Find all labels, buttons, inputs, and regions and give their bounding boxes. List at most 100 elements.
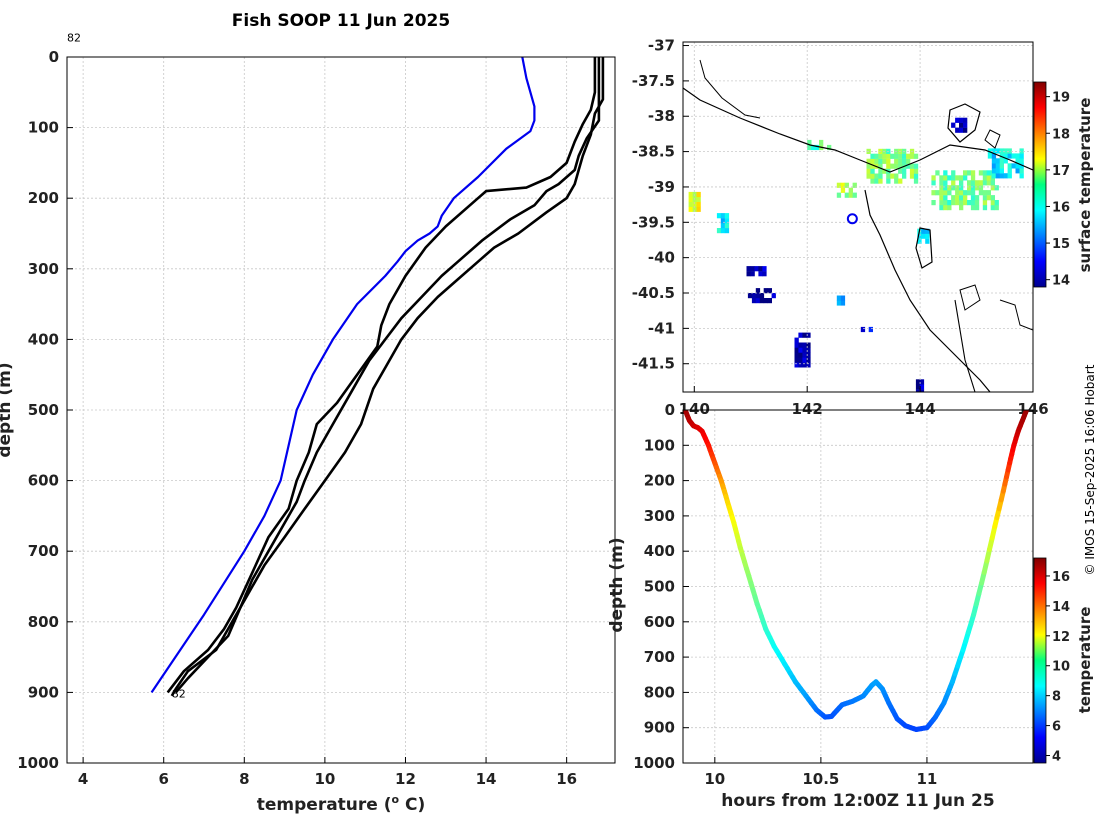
sst-pixel bbox=[999, 173, 1004, 179]
sst-pixel bbox=[913, 168, 919, 174]
sst-pixel bbox=[806, 352, 811, 358]
profile-x-tick-label: 12 bbox=[395, 770, 416, 788]
sst-pixel bbox=[991, 173, 997, 179]
transect-y-tick-label: 400 bbox=[644, 542, 675, 560]
profile-series-group bbox=[150, 57, 605, 697]
profile-annotation: 82 bbox=[172, 687, 186, 700]
transect-y-tick-label: 200 bbox=[644, 472, 675, 490]
sst-pixel bbox=[967, 170, 972, 176]
map-colorbar-ticks: 14 15 16 17 18 19 bbox=[1046, 91, 1070, 289]
sst-pixel bbox=[1019, 173, 1024, 179]
transect-x-axis-label: hours from 12:00Z 11 Jun 25 bbox=[721, 791, 994, 811]
sst-pixel bbox=[870, 178, 875, 184]
sst-pixel bbox=[898, 168, 903, 174]
sst-pixel bbox=[959, 195, 964, 201]
sst-pixel bbox=[716, 213, 722, 219]
sst-pixel bbox=[890, 163, 895, 169]
sst-pixel bbox=[913, 178, 919, 184]
sst-pixel bbox=[886, 158, 891, 164]
sst-pixel bbox=[1003, 148, 1008, 154]
sst-pixel bbox=[806, 347, 811, 353]
transect-colorbar-tick-label: 6 bbox=[1052, 720, 1061, 735]
profile-y-axis-label: depth (m) bbox=[0, 362, 15, 457]
sst-pixel bbox=[955, 117, 960, 123]
sst-pixel bbox=[840, 187, 846, 193]
sst-pixel bbox=[902, 158, 907, 164]
sst-pixel bbox=[836, 182, 842, 188]
sst-pixel bbox=[692, 196, 697, 202]
sst-pixel bbox=[794, 357, 799, 363]
sst-pixel bbox=[967, 190, 972, 196]
sst-pixel bbox=[844, 182, 849, 188]
sst-pixel bbox=[963, 190, 968, 196]
profile-y-tick-label: 700 bbox=[28, 542, 59, 560]
sst-pixel bbox=[995, 148, 1000, 154]
profile-x-ticks: 4 6 8 10 12 14 16 bbox=[78, 757, 577, 788]
sst-pixel bbox=[848, 192, 853, 198]
transect-colorbar bbox=[1033, 557, 1047, 764]
sst-pixel bbox=[870, 163, 875, 169]
sst-pixel bbox=[970, 170, 976, 176]
map-y-tick-label: -38 bbox=[648, 107, 675, 125]
sst-pixel bbox=[991, 168, 997, 174]
sst-pixel bbox=[1007, 173, 1012, 179]
sst-pixel bbox=[921, 228, 926, 234]
sst-pixel bbox=[860, 326, 866, 333]
sst-pixel bbox=[990, 205, 995, 211]
sst-pixel bbox=[878, 168, 883, 174]
sst-pixel bbox=[963, 195, 968, 201]
sst-pixel bbox=[982, 170, 988, 176]
transect-y-tick-label: 900 bbox=[644, 719, 675, 737]
map-y-tick-label: -40.5 bbox=[632, 284, 675, 302]
map-y-tick-label: -41.5 bbox=[632, 355, 675, 373]
sst-pixel bbox=[990, 200, 995, 206]
sst-pixel bbox=[909, 163, 915, 169]
sst-pixel bbox=[970, 190, 976, 196]
sst-pixel bbox=[747, 293, 753, 299]
sst-pixel bbox=[1011, 153, 1016, 159]
sst-pixel bbox=[1015, 158, 1020, 164]
sst-pixel bbox=[866, 163, 871, 169]
sst-pixel bbox=[999, 158, 1004, 164]
sst-pixel bbox=[931, 175, 936, 181]
map-colorbar bbox=[1033, 81, 1047, 288]
map-colorbar-tick-label: 16 bbox=[1052, 200, 1070, 215]
transect-grid bbox=[683, 409, 1033, 764]
sst-pixel bbox=[991, 163, 997, 169]
sst-pixel bbox=[807, 144, 812, 151]
sst-pixel bbox=[794, 342, 799, 348]
sst-pixel bbox=[755, 298, 761, 304]
sst-pixel bbox=[951, 185, 956, 191]
map-colorbar-tick-label: 18 bbox=[1052, 127, 1070, 142]
sst-pixel bbox=[798, 347, 803, 353]
sst-pixel bbox=[898, 163, 903, 169]
sst-pixel bbox=[802, 342, 807, 348]
sst-pixel bbox=[1011, 163, 1016, 169]
sst-pixel bbox=[844, 192, 849, 198]
sst-pixel bbox=[754, 266, 759, 272]
sst-pixel bbox=[1015, 153, 1020, 159]
sst-pixel bbox=[759, 298, 765, 304]
sst-pixel bbox=[716, 228, 722, 234]
sst-pixel bbox=[874, 173, 879, 179]
sst-pixel bbox=[947, 205, 952, 211]
map-y-ticks: -37 -37.5 -38 -38.5 -39 -39.5 -40 -40.5 -41 -41.5 bbox=[632, 37, 689, 373]
sst-pixel bbox=[755, 293, 761, 299]
sst-pixel bbox=[720, 213, 726, 219]
tasmania-north-coast bbox=[999, 299, 1033, 331]
map-y-tick-label: -38.5 bbox=[632, 143, 675, 161]
sst-pixel bbox=[767, 298, 772, 304]
sst-pixel bbox=[802, 332, 807, 338]
sst-pixel bbox=[758, 266, 763, 272]
sst-pixel bbox=[943, 175, 948, 181]
sst-pixel bbox=[724, 228, 730, 234]
sst-pixel bbox=[970, 205, 976, 211]
sst-pixel bbox=[917, 233, 922, 239]
sst-pixel bbox=[882, 168, 887, 174]
sst-pixel bbox=[974, 195, 980, 201]
sst-pixel bbox=[939, 200, 944, 206]
sst-pixel bbox=[802, 362, 807, 368]
sst-pixel bbox=[943, 200, 948, 206]
transect-colorbar-tick-label: 4 bbox=[1052, 750, 1061, 765]
